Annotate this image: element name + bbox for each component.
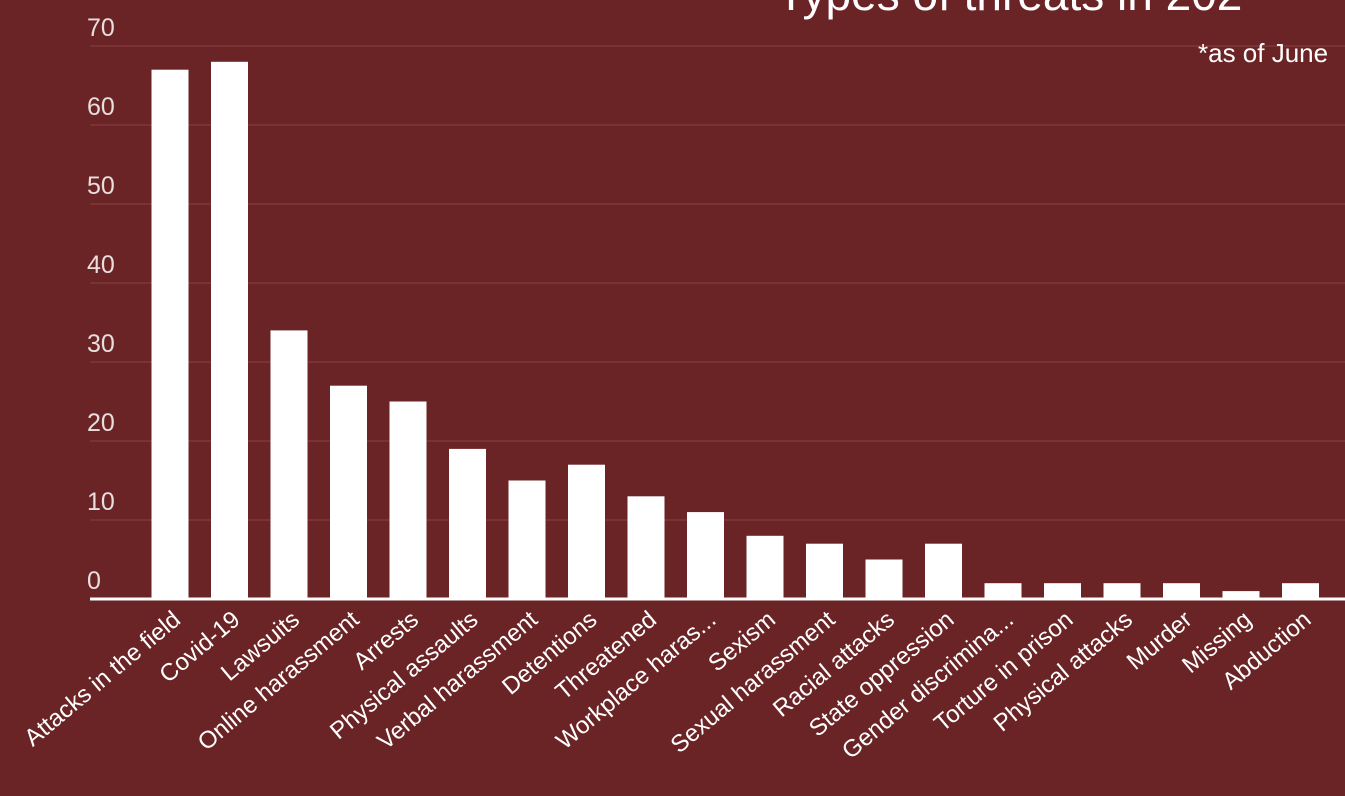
bar xyxy=(1103,583,1141,599)
bar xyxy=(984,583,1022,599)
x-axis-tick-labels: Attacks in the fieldCovid-19LawsuitsOnli… xyxy=(19,606,1316,765)
chart-title: Types of threats in 202 xyxy=(777,0,1242,20)
bar xyxy=(568,464,605,599)
bar xyxy=(270,330,308,599)
bar xyxy=(151,69,189,599)
bar xyxy=(806,543,843,599)
y-tick-label: 30 xyxy=(87,330,115,358)
x-tick-label: Attacks in the field xyxy=(19,606,186,752)
bar xyxy=(746,535,784,599)
bar xyxy=(865,559,903,599)
bar xyxy=(1044,583,1081,599)
y-tick-label: 40 xyxy=(87,251,115,279)
bar xyxy=(508,480,546,599)
bar xyxy=(211,61,248,600)
y-tick-label: 20 xyxy=(87,409,115,437)
bar xyxy=(389,401,427,599)
bar xyxy=(1222,591,1260,599)
bar xyxy=(687,512,724,599)
bar xyxy=(449,448,486,599)
bars xyxy=(151,61,1319,600)
y-tick-label: 0 xyxy=(87,567,101,595)
y-tick-label: 60 xyxy=(87,93,115,121)
bar xyxy=(1163,583,1200,599)
chart-subtitle: *as of June xyxy=(1198,38,1328,68)
bar xyxy=(925,543,962,599)
bar xyxy=(627,496,665,599)
bar xyxy=(330,385,367,599)
bar xyxy=(1282,583,1319,599)
y-tick-label: 50 xyxy=(87,172,115,200)
y-axis-tick-labels: 0 10 20 30 40 50 60 70 xyxy=(87,14,115,595)
y-tick-label: 10 xyxy=(87,488,115,516)
y-tick-label: 70 xyxy=(87,14,115,42)
